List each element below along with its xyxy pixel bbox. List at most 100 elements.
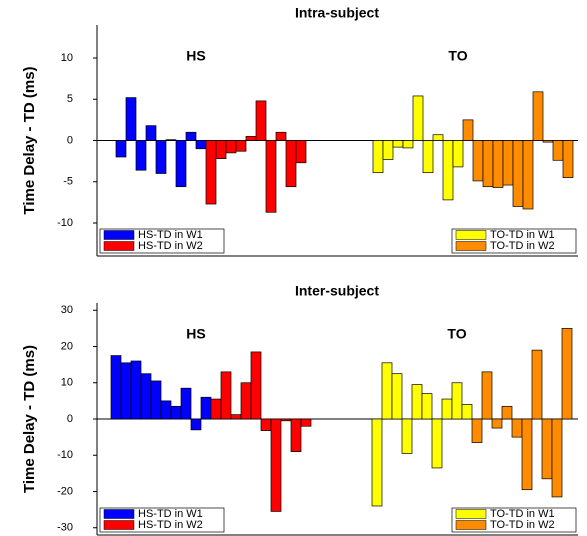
bar [471,418,483,443]
legend-swatch [103,230,135,240]
bar [451,382,463,420]
bar [235,140,247,152]
y-tick-label: -30 [57,522,73,534]
bar [561,328,573,420]
legend-swatch [455,230,487,240]
bar [250,351,262,420]
bar [225,140,237,154]
bar [175,140,187,188]
bar [381,362,393,420]
y-axis-label: Time Delay - TD (ms) [21,345,38,493]
bar [552,140,564,161]
legend-swatch [455,241,487,251]
y-tick-label: 20 [61,340,73,352]
legend-label: HS-TD in W2 [138,519,203,531]
chart-title: Inter-subject [295,283,379,299]
bar [300,418,312,427]
bar [210,398,222,420]
bar [120,362,132,420]
bar [200,396,212,420]
bar [155,140,167,174]
legend-swatch [103,520,135,530]
bar [295,140,307,164]
legend-label: HS-TD in W1 [138,508,203,520]
y-tick-label: 10 [61,52,73,64]
bar [230,414,242,420]
bar [145,125,157,141]
bar [392,140,404,148]
bar [160,400,172,420]
legend-label: TO-TD in W1 [490,508,555,520]
bar [285,140,297,188]
bar [412,95,424,141]
legend-swatch [103,241,135,251]
bar [532,91,544,141]
bar [260,418,272,431]
bar [220,371,232,420]
bar [110,355,122,420]
bar [562,140,574,178]
bar [180,387,192,420]
bar [512,140,524,207]
bar [255,100,267,141]
legend-label: TO-TD in W1 [490,229,555,241]
bar [482,140,494,188]
legend-label: TO-TD in W2 [490,519,555,531]
bar [551,418,563,498]
bar [521,418,533,491]
bar [170,405,182,420]
legend-swatch [103,509,135,519]
bar [371,418,383,507]
bar [195,140,207,150]
bar [541,418,553,480]
group-label: HS [186,48,205,64]
bar [411,384,423,420]
bar [125,97,137,141]
bar [401,418,413,454]
bar [421,393,433,420]
bar [472,140,484,182]
bar [542,140,554,143]
bar [140,373,152,420]
bar [215,140,227,159]
bar [185,131,197,141]
bar [382,140,394,160]
y-tick-label: -10 [57,449,73,461]
bar [442,140,454,201]
legend-label: TO-TD in W2 [490,240,555,252]
bar [245,136,257,141]
bar [290,418,302,452]
bar [150,380,162,420]
bar [432,134,444,141]
y-tick-label: -20 [57,485,73,497]
bar [492,140,504,188]
group-label: TO [447,326,466,342]
bar [491,418,503,429]
legend-label: HS-TD in W1 [138,229,203,241]
y-tick-label: 30 [61,304,73,316]
bar [135,140,147,171]
bar [502,140,514,186]
bar [431,418,443,469]
bar [391,373,403,420]
bar [205,140,217,205]
y-tick-label: -5 [63,176,73,188]
group-label: TO [448,48,467,64]
bar [402,140,414,149]
y-tick-label: 10 [61,377,73,389]
bar [452,140,464,168]
bar [481,371,493,420]
bar [275,131,287,141]
bar [280,418,292,422]
bar [461,404,473,420]
bar [441,398,453,420]
bar [265,140,277,213]
legend-swatch [455,520,487,530]
bar [165,139,177,141]
bar [462,119,474,141]
y-tick-label: -10 [57,217,73,229]
y-tick-label: 5 [67,93,73,105]
bar [511,418,523,438]
